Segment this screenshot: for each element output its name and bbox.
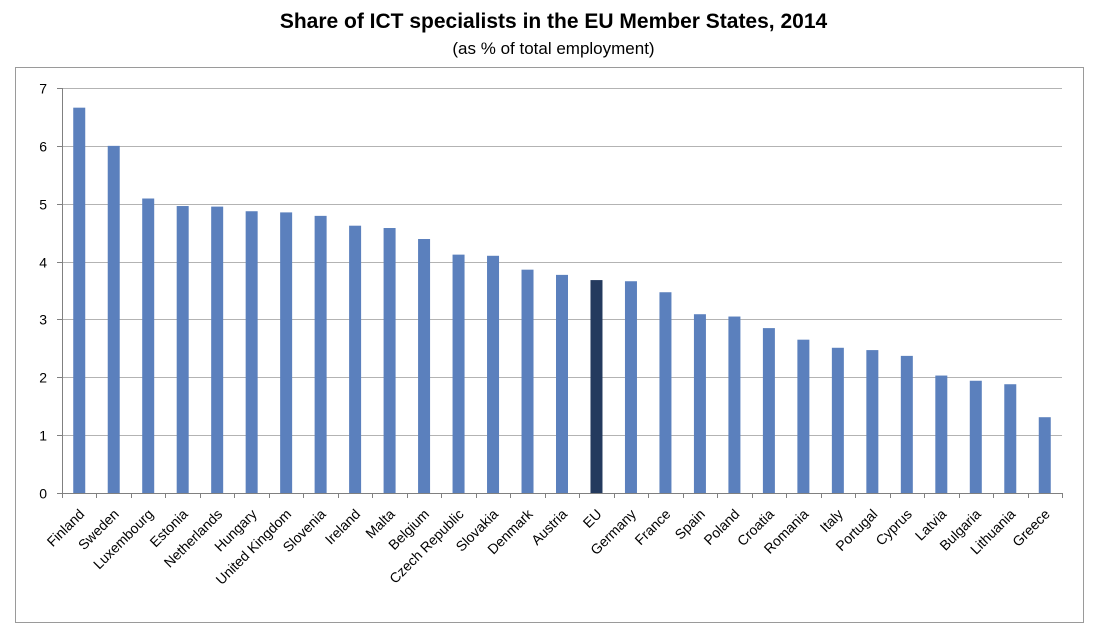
y-tick-label: 3 xyxy=(39,312,47,328)
bar-austria xyxy=(556,274,568,493)
bar-croatia xyxy=(762,328,775,493)
y-tick-label: 4 xyxy=(39,255,47,271)
x-category-label: Greece xyxy=(1009,506,1053,550)
bar-sweden xyxy=(107,145,120,493)
bar-czech-republic xyxy=(452,254,465,493)
bar-luxembourg xyxy=(142,198,155,493)
bar-hungary xyxy=(245,211,258,493)
bar-ireland xyxy=(349,225,362,493)
bar-slovakia xyxy=(487,255,500,493)
x-category-label: Cyprus xyxy=(872,506,915,549)
bar-portugal xyxy=(866,350,879,493)
y-tick-label: 5 xyxy=(39,197,47,213)
y-tick-label: 0 xyxy=(39,486,47,502)
y-tick-label: 6 xyxy=(39,139,47,155)
bar-estonia xyxy=(176,206,189,493)
bar-bulgaria xyxy=(969,380,982,493)
x-category-label: Ireland xyxy=(322,506,364,548)
x-category-label: Poland xyxy=(700,506,742,548)
bar-germany xyxy=(624,281,637,493)
x-category-label: EU xyxy=(580,506,605,531)
bar-slovenia xyxy=(314,215,327,493)
axes xyxy=(62,88,1063,498)
bar-malta xyxy=(383,228,396,493)
bar-belgium xyxy=(418,239,431,493)
y-tick-label: 7 xyxy=(39,81,47,97)
bar-latvia xyxy=(935,375,948,493)
bar-united-kingdom xyxy=(280,212,293,493)
bars xyxy=(73,107,1051,494)
chart-title: Share of ICT specialists in the EU Membe… xyxy=(279,10,828,33)
bar-france xyxy=(659,292,672,493)
bar-lithuania xyxy=(1004,384,1017,493)
bar-romania xyxy=(797,339,810,493)
chart-subtitle: (as % of total employment) xyxy=(452,39,655,58)
y-tick-label: 1 xyxy=(39,428,47,444)
x-category-label: France xyxy=(631,506,673,548)
x-category-labels: FinlandSwedenLuxembourgEstoniaNetherland… xyxy=(44,505,1053,587)
y-tick-labels: 0 1 2 3 4 5 6 7 xyxy=(39,81,47,502)
bar-poland xyxy=(728,316,741,493)
bar-cyprus xyxy=(900,355,913,493)
bar-netherlands xyxy=(211,206,224,493)
bar-italy xyxy=(831,347,844,493)
bar-eu xyxy=(590,280,603,493)
x-category-label: Italy xyxy=(817,506,846,535)
bar-finland xyxy=(73,107,86,494)
chart-frame xyxy=(15,67,1084,623)
x-category-label: Austria xyxy=(528,506,570,548)
bar-spain xyxy=(693,314,706,493)
bar-denmark xyxy=(521,269,534,493)
bar-greece xyxy=(1038,417,1051,493)
y-tick-label: 2 xyxy=(39,370,47,386)
